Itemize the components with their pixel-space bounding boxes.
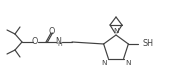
Text: O: O: [32, 38, 38, 47]
Text: H: H: [58, 43, 62, 47]
Text: N: N: [55, 38, 61, 47]
Text: N: N: [113, 28, 119, 34]
Text: SH: SH: [142, 40, 153, 49]
Text: O: O: [49, 26, 55, 35]
Text: N: N: [126, 59, 131, 65]
Text: N: N: [101, 59, 106, 65]
